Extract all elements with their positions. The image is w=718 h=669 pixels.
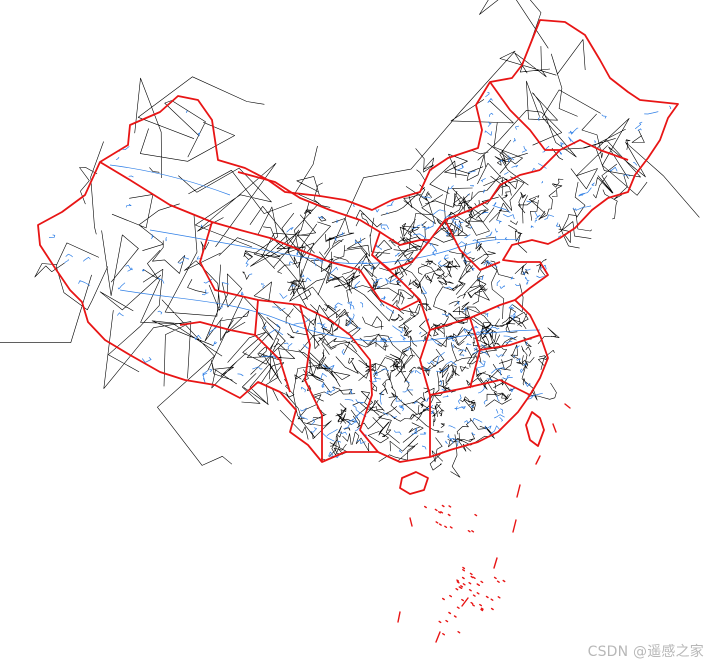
- province-boundary-4: [299, 304, 323, 462]
- river-lines: [48, 92, 672, 458]
- province-boundary-5: [349, 334, 379, 453]
- taiwan-outline: [525, 411, 545, 447]
- hainan-outline: [399, 471, 429, 495]
- province-boundary-9: [429, 379, 531, 396]
- river-network-layer: [48, 92, 672, 458]
- province-boundaries-layer: [37, 19, 679, 495]
- province-boundary-15: [359, 269, 421, 311]
- province-boundary-8: [429, 299, 516, 331]
- province-boundary-17: [179, 321, 256, 336]
- island-marks: [397, 403, 571, 643]
- province-boundary-7: [411, 169, 541, 263]
- county-boundary-lines: [0, 0, 700, 478]
- province-boundary-13: [489, 81, 560, 151]
- county-boundaries-layer: [0, 0, 700, 478]
- province-boundary-12: [539, 139, 629, 171]
- watermark-text: CSDN @遥感之家: [587, 644, 704, 660]
- province-boundary-3: [254, 299, 291, 393]
- province-boundary-11: [444, 219, 501, 271]
- province-boundary-1: [99, 161, 361, 271]
- national-boundary: [37, 19, 679, 463]
- province-boundary-14: [379, 231, 430, 246]
- south-china-sea-islands: [397, 403, 571, 643]
- province-boundary-16: [479, 334, 541, 351]
